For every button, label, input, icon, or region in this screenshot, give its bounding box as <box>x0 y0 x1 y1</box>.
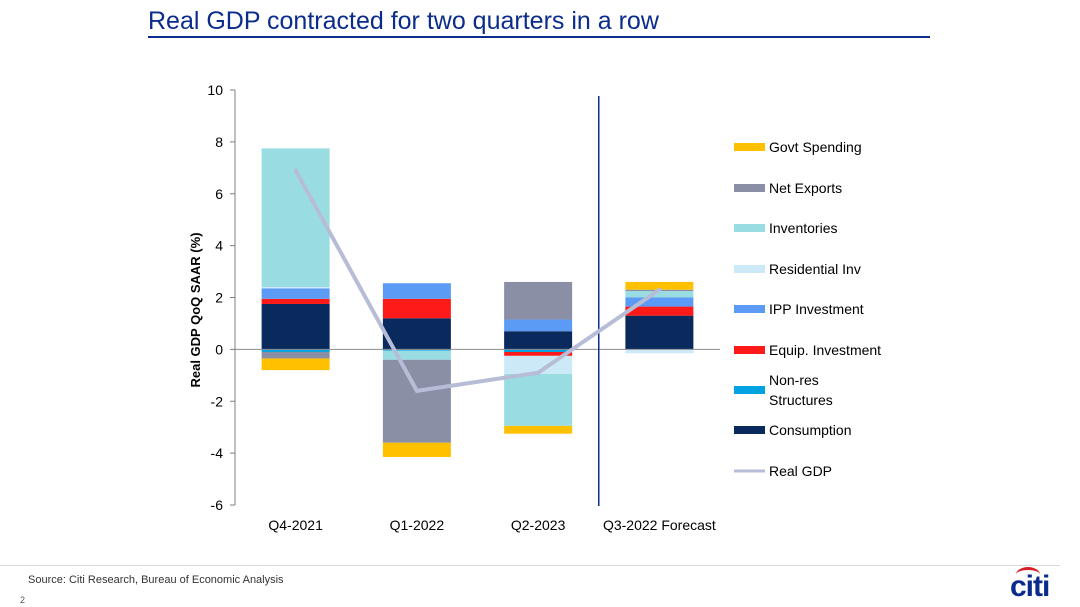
y-tick-label: -6 <box>211 497 224 513</box>
y-tick-label: 2 <box>215 290 223 306</box>
bar-segment-govt-spending <box>504 425 573 434</box>
bar-segment-ipp-investment <box>382 283 451 299</box>
source-note: Source: Citi Research, Bureau of Economi… <box>28 574 284 586</box>
real-gdp-point <box>414 388 419 393</box>
bar-segment-non-res-structures <box>382 349 451 351</box>
bar-segment-consumption <box>382 318 451 350</box>
legend-swatch <box>734 305 765 313</box>
legend-label: Residential Inv <box>769 261 861 277</box>
bar-segment-consumption <box>504 331 573 350</box>
footer-divider <box>0 565 1060 566</box>
x-tick-label: Q2-2023 <box>511 517 566 533</box>
bar-segment-ipp-investment <box>504 319 573 332</box>
logo-arc-icon <box>1016 567 1040 582</box>
legend-item: Consumption <box>734 422 852 438</box>
bar-segment-equip-investment <box>382 298 451 319</box>
legend-label: Govt Spending <box>769 139 862 155</box>
legend-label-line: Structures <box>769 392 833 408</box>
legend-label: Net Exports <box>769 180 842 196</box>
y-tick-label: 10 <box>207 82 223 98</box>
bar-segment-consumption <box>261 303 330 350</box>
bar-segment-residential-inv <box>625 349 694 354</box>
gdp-contribution-chart: 10 8 6 4 2 0 -2 -4 -6 Q4-2021 Q1-2022 Q2-2023 Q3-202… <box>188 82 881 533</box>
y-tick-label: 4 <box>215 238 223 254</box>
legend-item: Net Exports <box>734 180 842 196</box>
legend-label: Non-res Structures <box>769 372 833 408</box>
x-tick-label: Q4-2021 <box>268 517 323 533</box>
slide-title: Real GDP contracted for two quarters in … <box>148 6 930 38</box>
legend-item: Real GDP <box>734 463 832 479</box>
y-axis-label: Real GDP QoQ SAAR (%) <box>188 232 203 387</box>
bar-segment-non-res-structures <box>504 349 573 352</box>
legend-item: Equip. Investment <box>734 342 881 358</box>
bar-segment-consumption <box>625 315 694 350</box>
bar-segment-ipp-investment <box>625 297 694 307</box>
legend-label-line: Non-res <box>769 372 819 388</box>
legend-item: IPP Investment <box>734 301 864 317</box>
bar-segment-inventories <box>625 291 694 298</box>
bar-segment-residential-inv <box>261 287 330 289</box>
bar-segment-govt-spending <box>261 358 330 371</box>
legend-swatch <box>734 143 765 151</box>
real-gdp-point <box>536 370 541 375</box>
legend-item: Govt Spending <box>734 139 862 155</box>
bar-segment-inventories <box>382 350 451 360</box>
bar-segment-inventories <box>504 374 573 426</box>
bar-segment-non-res-structures <box>261 349 330 352</box>
page-number: 2 <box>20 595 26 605</box>
y-tick-label: 6 <box>215 186 223 202</box>
legend-label: Equip. Investment <box>769 342 881 358</box>
bar-segment-govt-spending <box>382 442 451 458</box>
bar-segment-equip-investment <box>504 351 573 356</box>
bar-segment-net-exports <box>261 351 330 359</box>
legend-label: Real GDP <box>769 463 832 479</box>
legend-label: Inventories <box>769 220 837 236</box>
legend-item: Inventories <box>734 220 837 236</box>
y-tick-label: 8 <box>215 134 223 150</box>
real-gdp-point <box>293 168 298 173</box>
y-tick-label: -2 <box>211 393 224 409</box>
legend-swatch <box>734 386 765 394</box>
real-gdp-point <box>657 287 662 292</box>
legend-swatch <box>734 224 765 232</box>
bar-segment-equip-investment <box>261 298 330 304</box>
y-tick-label: -4 <box>211 445 224 461</box>
legend-label: Consumption <box>769 422 852 438</box>
legend-item: Non-res Structures <box>734 372 833 408</box>
legend-label: IPP Investment <box>769 301 864 317</box>
legend-item: Residential Inv <box>734 261 861 277</box>
legend-swatch <box>734 184 765 192</box>
bar-segment-govt-spending <box>625 281 694 290</box>
legend-swatch <box>734 426 765 434</box>
legend-swatch <box>734 265 765 273</box>
real-gdp-line <box>293 169 661 393</box>
bar-segment-ipp-investment <box>261 288 330 299</box>
citi-logo: citi <box>1010 567 1050 604</box>
y-tick-label: 0 <box>215 341 223 357</box>
x-tick-label: Q1-2022 <box>390 517 445 533</box>
bar-segment-net-exports <box>382 359 451 443</box>
x-tick-label: Q3-2022 Forecast <box>603 517 716 533</box>
bar-segment-net-exports <box>504 281 573 320</box>
bar-segment-equip-investment <box>625 306 694 316</box>
legend-swatch <box>734 346 765 354</box>
